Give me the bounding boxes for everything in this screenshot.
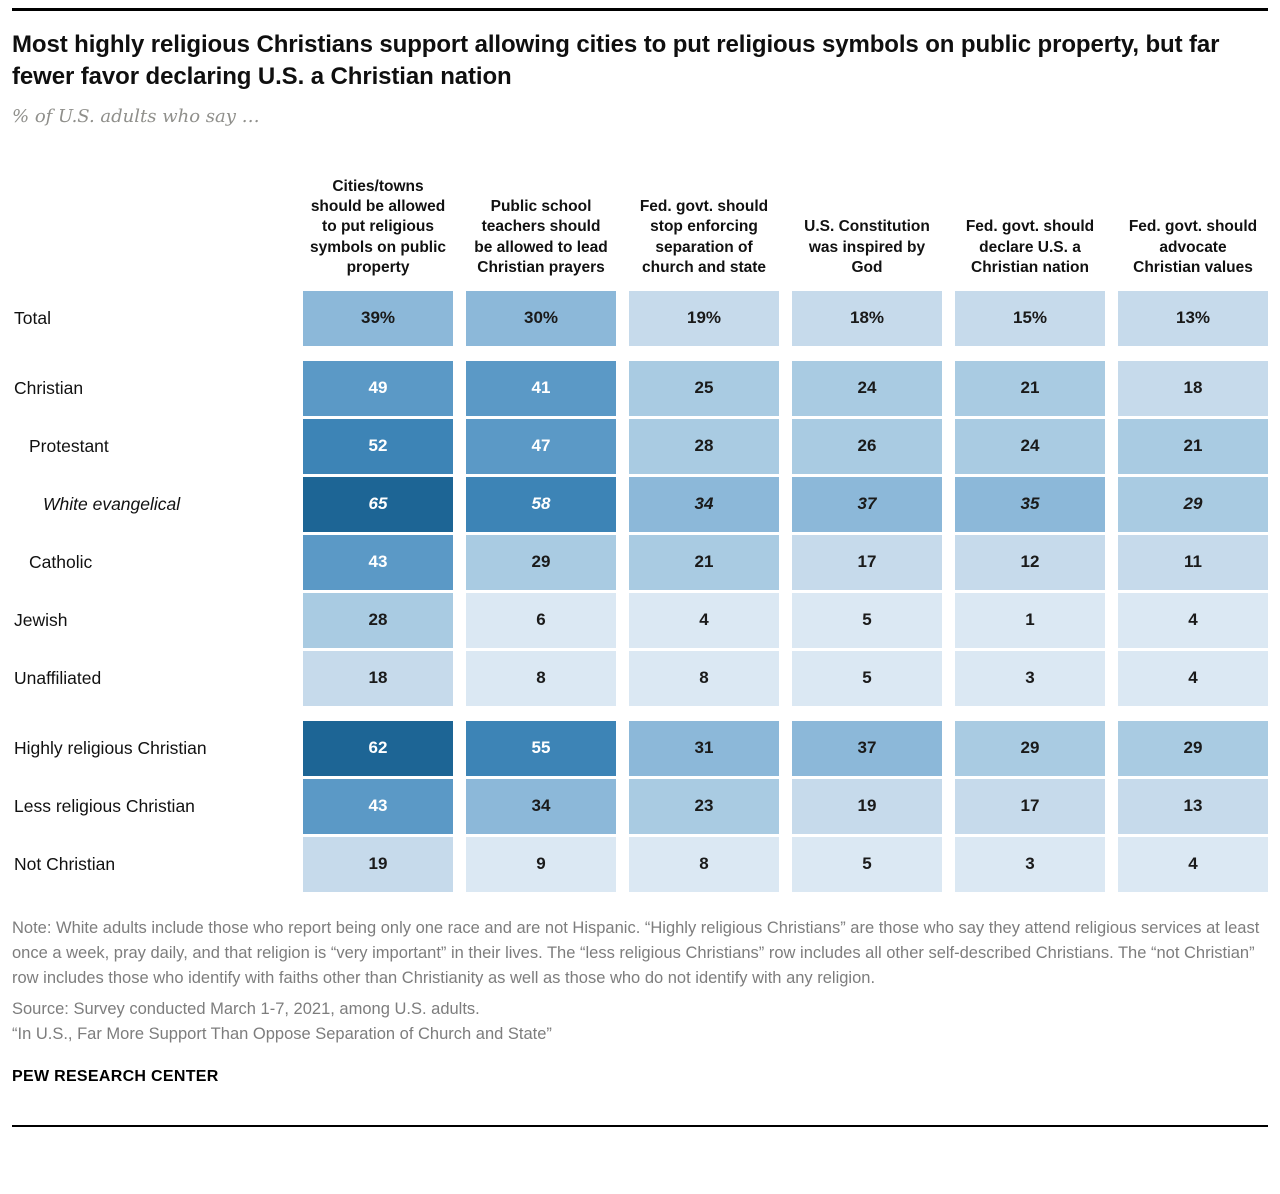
value-cell: 37 (792, 476, 942, 532)
value-cell: 18 (1118, 360, 1268, 416)
value-cell: 5 (792, 650, 942, 706)
row-label: Total (14, 307, 51, 328)
value-cell: 37 (792, 720, 942, 776)
value-cell: 4 (1118, 650, 1268, 706)
value-cell: 13% (1118, 290, 1268, 346)
column-header: Public school teachers should be allowed… (474, 197, 608, 277)
value-cell: 26 (792, 418, 942, 474)
row-label: Less religious Christian (14, 795, 195, 816)
value-cell: 25 (629, 360, 779, 416)
source-text: Source: Survey conducted March 1-7, 2021… (12, 1000, 480, 1019)
value-cell: 8 (629, 836, 779, 892)
pew-research-center-wordmark: PEW RESEARCH CENTER (12, 1068, 219, 1086)
value-cell: 47 (466, 418, 616, 474)
value-cell: 30% (466, 290, 616, 346)
value-cell: 15% (955, 290, 1105, 346)
table-row: Not Christian 19 9 8 5 3 4 (12, 836, 1268, 892)
value-cell: 28 (303, 592, 453, 648)
bottom-divider (12, 1125, 1268, 1128)
row-label: Not Christian (14, 853, 116, 874)
value-cell: 3 (955, 836, 1105, 892)
value-cell: 31 (629, 720, 779, 776)
row-label: Highly religious Christian (14, 737, 207, 758)
column-header: Cities/towns should be allowed to put re… (309, 177, 447, 277)
value-cell: 49 (303, 360, 453, 416)
value-cell: 17 (792, 534, 942, 590)
value-cell: 28 (629, 418, 779, 474)
value-cell: 29 (955, 720, 1105, 776)
value-cell: 24 (792, 360, 942, 416)
value-cell: 43 (303, 534, 453, 590)
column-header: Fed. govt. should advocate Christian val… (1128, 218, 1258, 277)
table-row: White evangelical 65 58 34 37 35 29 (12, 476, 1268, 532)
value-cell: 43 (303, 778, 453, 834)
value-cell: 13 (1118, 778, 1268, 834)
chart-subtitle: % of U.S. adults who say … (12, 105, 260, 127)
column-header: Fed. govt. should stop enforcing separat… (639, 197, 769, 277)
value-cell: 6 (466, 592, 616, 648)
value-cell: 4 (1118, 592, 1268, 648)
report-title-text: “In U.S., Far More Support Than Oppose S… (12, 1025, 552, 1044)
value-cell: 21 (955, 360, 1105, 416)
row-label: Unaffiliated (14, 667, 102, 688)
data-table: Total 39% 30% 19% 18% 15% 13% Christian 49 41 25 24… (12, 290, 1268, 892)
table-row: Jewish 28 6 4 5 1 4 (12, 592, 1268, 648)
top-divider (12, 8, 1268, 11)
row-label: Jewish (14, 609, 68, 630)
table-row: Protestant 52 47 28 26 24 21 (12, 418, 1268, 474)
column-header-row: Cities/towns should be allowed to put re… (12, 133, 1268, 291)
value-cell: 35 (955, 476, 1105, 532)
value-cell: 29 (1118, 476, 1268, 532)
table-row: Highly religious Christian 62 55 31 37 29 29 (12, 720, 1268, 776)
value-cell: 5 (792, 592, 942, 648)
value-cell: 8 (629, 650, 779, 706)
value-cell: 5 (792, 836, 942, 892)
row-label-column-spacer (12, 133, 290, 291)
value-cell: 34 (629, 476, 779, 532)
chart-page: Most highly religious Christians support… (0, 8, 1280, 1128)
value-cell: 62 (303, 720, 453, 776)
value-cell: 29 (1118, 720, 1268, 776)
value-cell: 34 (466, 778, 616, 834)
value-cell: 8 (466, 650, 616, 706)
value-cell: 23 (629, 778, 779, 834)
value-cell: 19% (629, 290, 779, 346)
value-cell: 19 (792, 778, 942, 834)
value-cell: 41 (466, 360, 616, 416)
value-cell: 52 (303, 418, 453, 474)
value-cell: 39% (303, 290, 453, 346)
value-cell: 58 (466, 476, 616, 532)
value-cell: 1 (955, 592, 1105, 648)
table-row: Total 39% 30% 19% 18% 15% 13% (12, 290, 1268, 346)
value-cell: 19 (303, 836, 453, 892)
table-row: Catholic 43 29 21 17 12 11 (12, 534, 1268, 590)
value-cell: 18 (303, 650, 453, 706)
value-cell: 24 (955, 418, 1105, 474)
value-cell: 18% (792, 290, 942, 346)
value-cell: 4 (629, 592, 779, 648)
column-header: U.S. Constitution was inspired by God (804, 218, 930, 277)
value-cell: 4 (1118, 836, 1268, 892)
chart-footer: Note: White adults include those who rep… (12, 916, 1268, 1090)
value-cell: 17 (955, 778, 1105, 834)
table-row: Unaffiliated 18 8 8 5 3 4 (12, 650, 1268, 706)
row-label: Protestant (29, 435, 109, 456)
note-text: Note: White adults include those who rep… (12, 918, 1260, 987)
row-label: Catholic (29, 551, 93, 572)
row-label: Christian (14, 377, 84, 398)
value-cell: 9 (466, 836, 616, 892)
value-cell: 11 (1118, 534, 1268, 590)
value-cell: 65 (303, 476, 453, 532)
value-cell: 21 (629, 534, 779, 590)
value-cell: 3 (955, 650, 1105, 706)
table-row: Christian 49 41 25 24 21 18 (12, 360, 1268, 416)
value-cell: 12 (955, 534, 1105, 590)
column-header: Fed. govt. should declare U.S. a Christi… (965, 218, 1095, 277)
chart-title: Most highly religious Christians support… (12, 31, 1220, 91)
value-cell: 29 (466, 534, 616, 590)
value-cell: 21 (1118, 418, 1268, 474)
value-cell: 55 (466, 720, 616, 776)
row-label: White evangelical (43, 493, 181, 514)
table-row: Less religious Christian 43 34 23 19 17 13 (12, 778, 1268, 834)
